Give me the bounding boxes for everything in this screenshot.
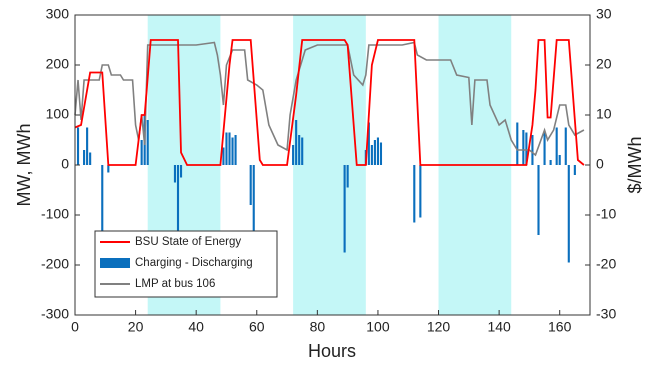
bar — [146, 120, 149, 165]
bar — [531, 135, 534, 165]
y-tick-label: 300 — [46, 6, 70, 22]
line — [74, 41, 585, 157]
bar — [419, 165, 422, 218]
x-tick-label: 80 — [310, 319, 326, 335]
legend-label: BSU State of Energy — [135, 236, 241, 248]
legend-label: LMP at bus 106 — [135, 278, 215, 290]
bar — [107, 165, 110, 173]
x-tick-label: 140 — [487, 319, 511, 335]
bar — [249, 165, 252, 205]
legend-swatch — [100, 258, 130, 268]
x-tick-label: 20 — [128, 319, 144, 335]
x-tick-label: 0 — [71, 319, 79, 335]
bar — [346, 165, 349, 188]
bar — [379, 142, 383, 165]
x-tick-label: 120 — [427, 319, 451, 335]
bar — [252, 165, 255, 235]
bar — [522, 130, 525, 165]
bar — [231, 137, 234, 165]
bar — [367, 122, 370, 165]
bar — [564, 127, 567, 165]
bar — [225, 132, 228, 165]
bar — [86, 127, 89, 165]
shaded-region — [293, 15, 366, 315]
x-tick-label: 100 — [366, 319, 390, 335]
legend-label: Charging - Discharging — [135, 257, 253, 269]
bar — [343, 165, 346, 253]
bar — [543, 132, 546, 165]
bar — [101, 165, 104, 238]
line — [74, 39, 585, 166]
legend: BSU State of Energy Charging - Dischargin… — [94, 230, 278, 298]
bar — [234, 135, 237, 165]
bar — [558, 155, 561, 165]
x-tick-label: 60 — [249, 319, 265, 335]
bar — [373, 140, 376, 165]
bar — [222, 147, 225, 165]
bar — [292, 145, 295, 165]
x-axis-label: Hours — [308, 341, 356, 361]
x-tick-label: 160 — [548, 319, 572, 335]
bar — [228, 132, 231, 165]
y-tick-label: -300 — [41, 306, 69, 322]
bar — [295, 120, 298, 165]
y2-tick-label: 10 — [596, 106, 612, 122]
y2-tick-label: 30 — [596, 6, 612, 22]
y-axis-label: MW, MWh — [14, 124, 34, 207]
bar — [376, 137, 380, 165]
bar — [555, 127, 558, 165]
bar — [179, 165, 183, 178]
y2-axis-label: $/MWh — [625, 136, 645, 193]
x-tick-label: 40 — [188, 319, 204, 335]
y-tick-label: 0 — [61, 156, 69, 172]
bar — [298, 135, 301, 165]
y2-tick-label: -20 — [596, 256, 616, 272]
y2-tick-label: -30 — [596, 306, 616, 322]
y2-tick-label: -10 — [596, 206, 616, 222]
y-tick-label: 100 — [46, 106, 70, 122]
bar — [573, 165, 576, 175]
plot-area — [74, 15, 585, 315]
bar — [549, 160, 552, 165]
y2-tick-label: 0 — [596, 156, 604, 172]
y-tick-label: -200 — [41, 256, 69, 272]
bar — [516, 122, 519, 165]
bar — [370, 145, 373, 165]
bar — [525, 132, 528, 165]
bar — [140, 140, 143, 165]
bar — [413, 165, 416, 223]
y2-tick-label: 20 — [596, 56, 612, 72]
y-tick-label: -100 — [41, 206, 69, 222]
bar — [176, 165, 180, 245]
bar — [89, 152, 92, 165]
bar — [83, 150, 86, 165]
bar — [173, 165, 177, 183]
bar — [567, 165, 570, 263]
y-tick-label: 200 — [46, 56, 70, 72]
bar — [76, 127, 80, 165]
bar — [301, 137, 304, 165]
bar — [537, 165, 540, 235]
